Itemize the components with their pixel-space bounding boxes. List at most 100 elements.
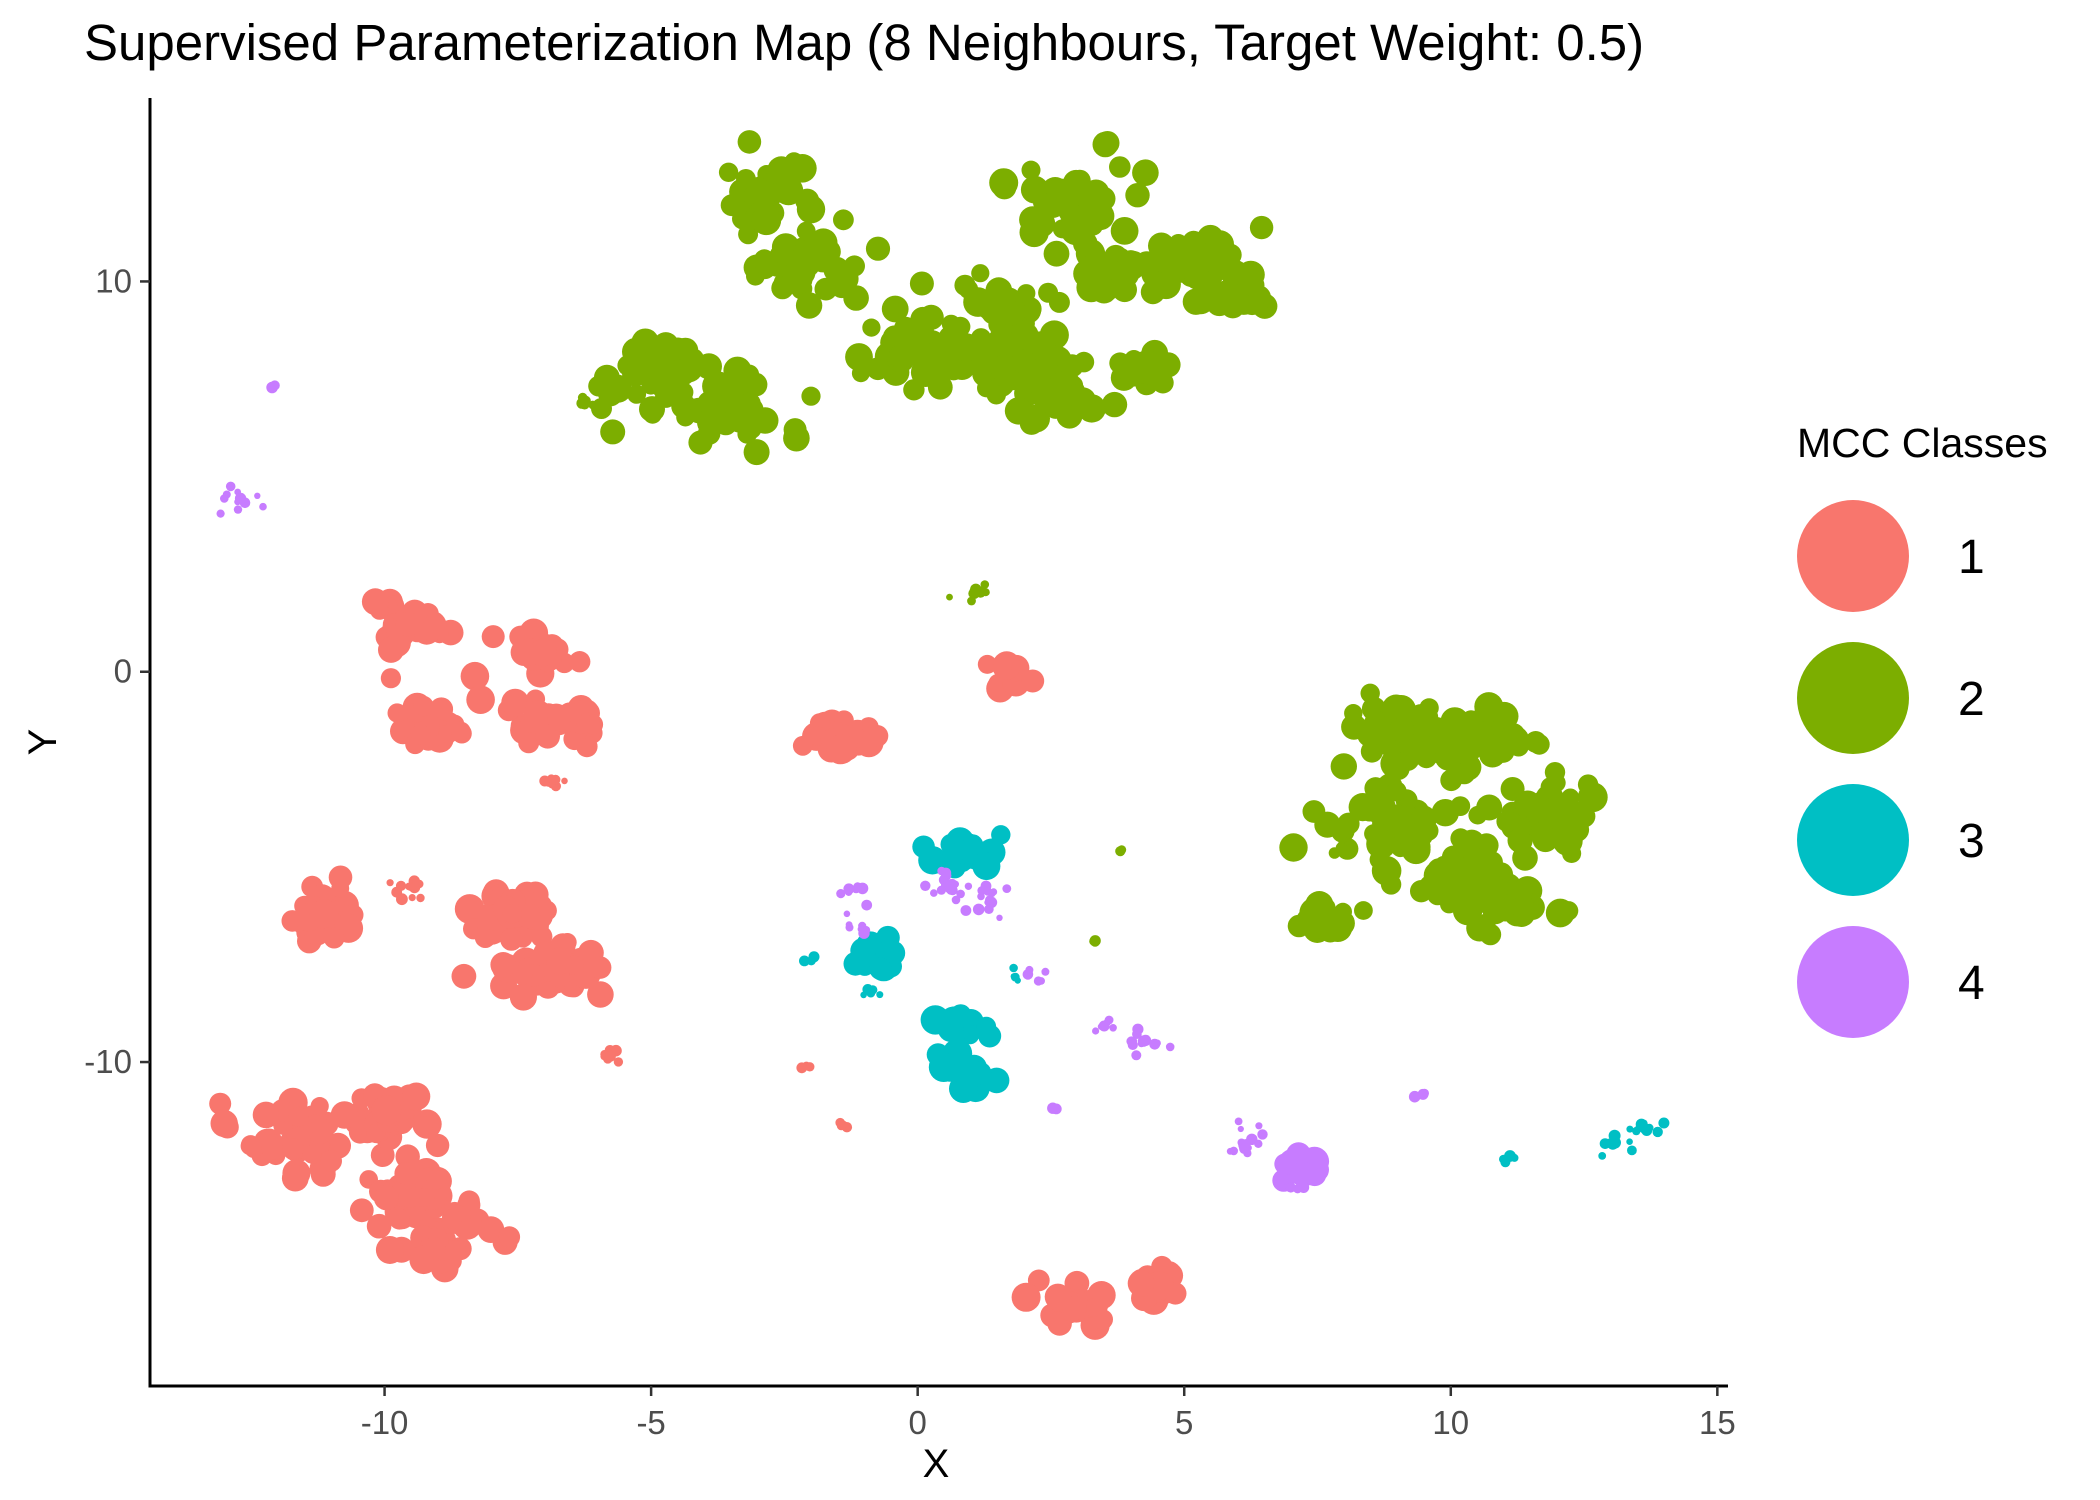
series-1-cluster-3	[481, 618, 591, 688]
data-point	[1226, 1147, 1234, 1155]
data-point	[826, 734, 857, 764]
series-4-cluster-13	[1282, 1174, 1310, 1194]
data-point	[373, 1185, 399, 1211]
data-point	[964, 882, 973, 890]
data-point	[1019, 411, 1044, 435]
data-point	[737, 130, 762, 154]
series-1-cluster-16	[1011, 1269, 1116, 1340]
data-point	[1110, 217, 1139, 245]
data-point	[1021, 669, 1045, 693]
data-point	[583, 714, 604, 735]
points-layer	[209, 130, 1670, 1340]
data-point	[1078, 256, 1098, 276]
data-point	[1127, 1270, 1155, 1297]
data-point	[951, 895, 961, 905]
data-point	[406, 882, 415, 891]
data-point	[937, 1015, 965, 1042]
data-point	[1189, 246, 1216, 273]
data-point	[1092, 1027, 1100, 1035]
data-point	[980, 880, 992, 892]
data-point	[1097, 1023, 1105, 1030]
data-point	[718, 162, 739, 182]
series-2-cluster-14	[576, 392, 597, 410]
data-point	[738, 224, 759, 245]
series-2-cluster-25	[1089, 935, 1101, 947]
data-point	[862, 318, 881, 337]
data-point	[928, 1052, 959, 1082]
data-point	[1440, 719, 1460, 740]
data-point	[1234, 1117, 1243, 1126]
data-point	[1564, 817, 1590, 842]
data-point	[1279, 833, 1308, 862]
data-point	[442, 1209, 463, 1229]
data-point	[394, 1162, 418, 1185]
data-point	[954, 1055, 977, 1078]
data-point	[1287, 914, 1311, 938]
data-point	[1496, 810, 1518, 833]
data-point	[1066, 174, 1088, 196]
x-tick-label: 15	[1699, 1404, 1736, 1441]
data-point	[1117, 845, 1127, 855]
series-1-cluster-2	[380, 661, 495, 755]
data-point	[1498, 896, 1519, 917]
data-point	[454, 894, 485, 924]
data-point	[906, 338, 931, 363]
data-point	[866, 725, 889, 747]
data-point	[1092, 131, 1119, 158]
data-point	[990, 888, 998, 896]
data-point	[547, 708, 571, 732]
data-point	[1033, 976, 1043, 986]
data-point	[422, 1237, 446, 1260]
data-point	[498, 1226, 521, 1248]
data-point	[801, 386, 821, 406]
data-point	[980, 580, 990, 589]
data-point	[952, 333, 981, 362]
legend-key-4	[1797, 926, 1909, 1038]
data-point	[1131, 1037, 1138, 1044]
data-point	[307, 1118, 334, 1144]
data-point	[1641, 1125, 1653, 1136]
data-point	[1025, 965, 1034, 974]
series-1-cluster-7	[281, 865, 364, 954]
data-point	[535, 724, 560, 749]
data-point	[587, 981, 614, 1008]
data-point	[1052, 1105, 1061, 1114]
data-point	[1464, 723, 1494, 753]
y-tick-label: -10	[84, 1043, 132, 1080]
data-point	[972, 903, 985, 916]
x-tick-label: 10	[1432, 1404, 1469, 1441]
data-point	[1380, 874, 1402, 895]
data-point	[349, 1198, 374, 1223]
data-point	[387, 703, 407, 723]
data-point	[1652, 1126, 1663, 1138]
data-point	[1095, 277, 1117, 299]
data-point	[1131, 1050, 1142, 1061]
series-2-cluster-9	[989, 131, 1159, 276]
data-point	[989, 168, 1019, 198]
data-point	[783, 424, 810, 452]
data-point	[386, 879, 394, 887]
data-point	[933, 345, 957, 369]
data-point	[209, 1092, 232, 1115]
data-point	[627, 384, 647, 404]
series-1-cluster-15	[375, 1204, 521, 1283]
data-point	[1132, 1023, 1144, 1035]
data-point	[1627, 1145, 1637, 1156]
data-point	[977, 654, 997, 674]
data-point	[1382, 694, 1411, 723]
data-point	[1060, 354, 1084, 378]
series-2-cluster-24	[1115, 845, 1127, 857]
series-2-cluster-19	[1450, 762, 1608, 864]
data-point	[1364, 777, 1387, 800]
series-2-cluster-2	[743, 221, 891, 319]
data-point	[416, 893, 425, 903]
data-point	[1254, 1139, 1263, 1149]
data-point	[1140, 280, 1165, 305]
data-point	[1305, 891, 1334, 920]
data-point	[561, 777, 568, 785]
data-point	[500, 928, 523, 951]
data-point	[1237, 1138, 1246, 1147]
data-point	[412, 1116, 433, 1136]
series-1-cluster-1	[361, 588, 464, 663]
series-1-cluster-19	[796, 1061, 815, 1074]
